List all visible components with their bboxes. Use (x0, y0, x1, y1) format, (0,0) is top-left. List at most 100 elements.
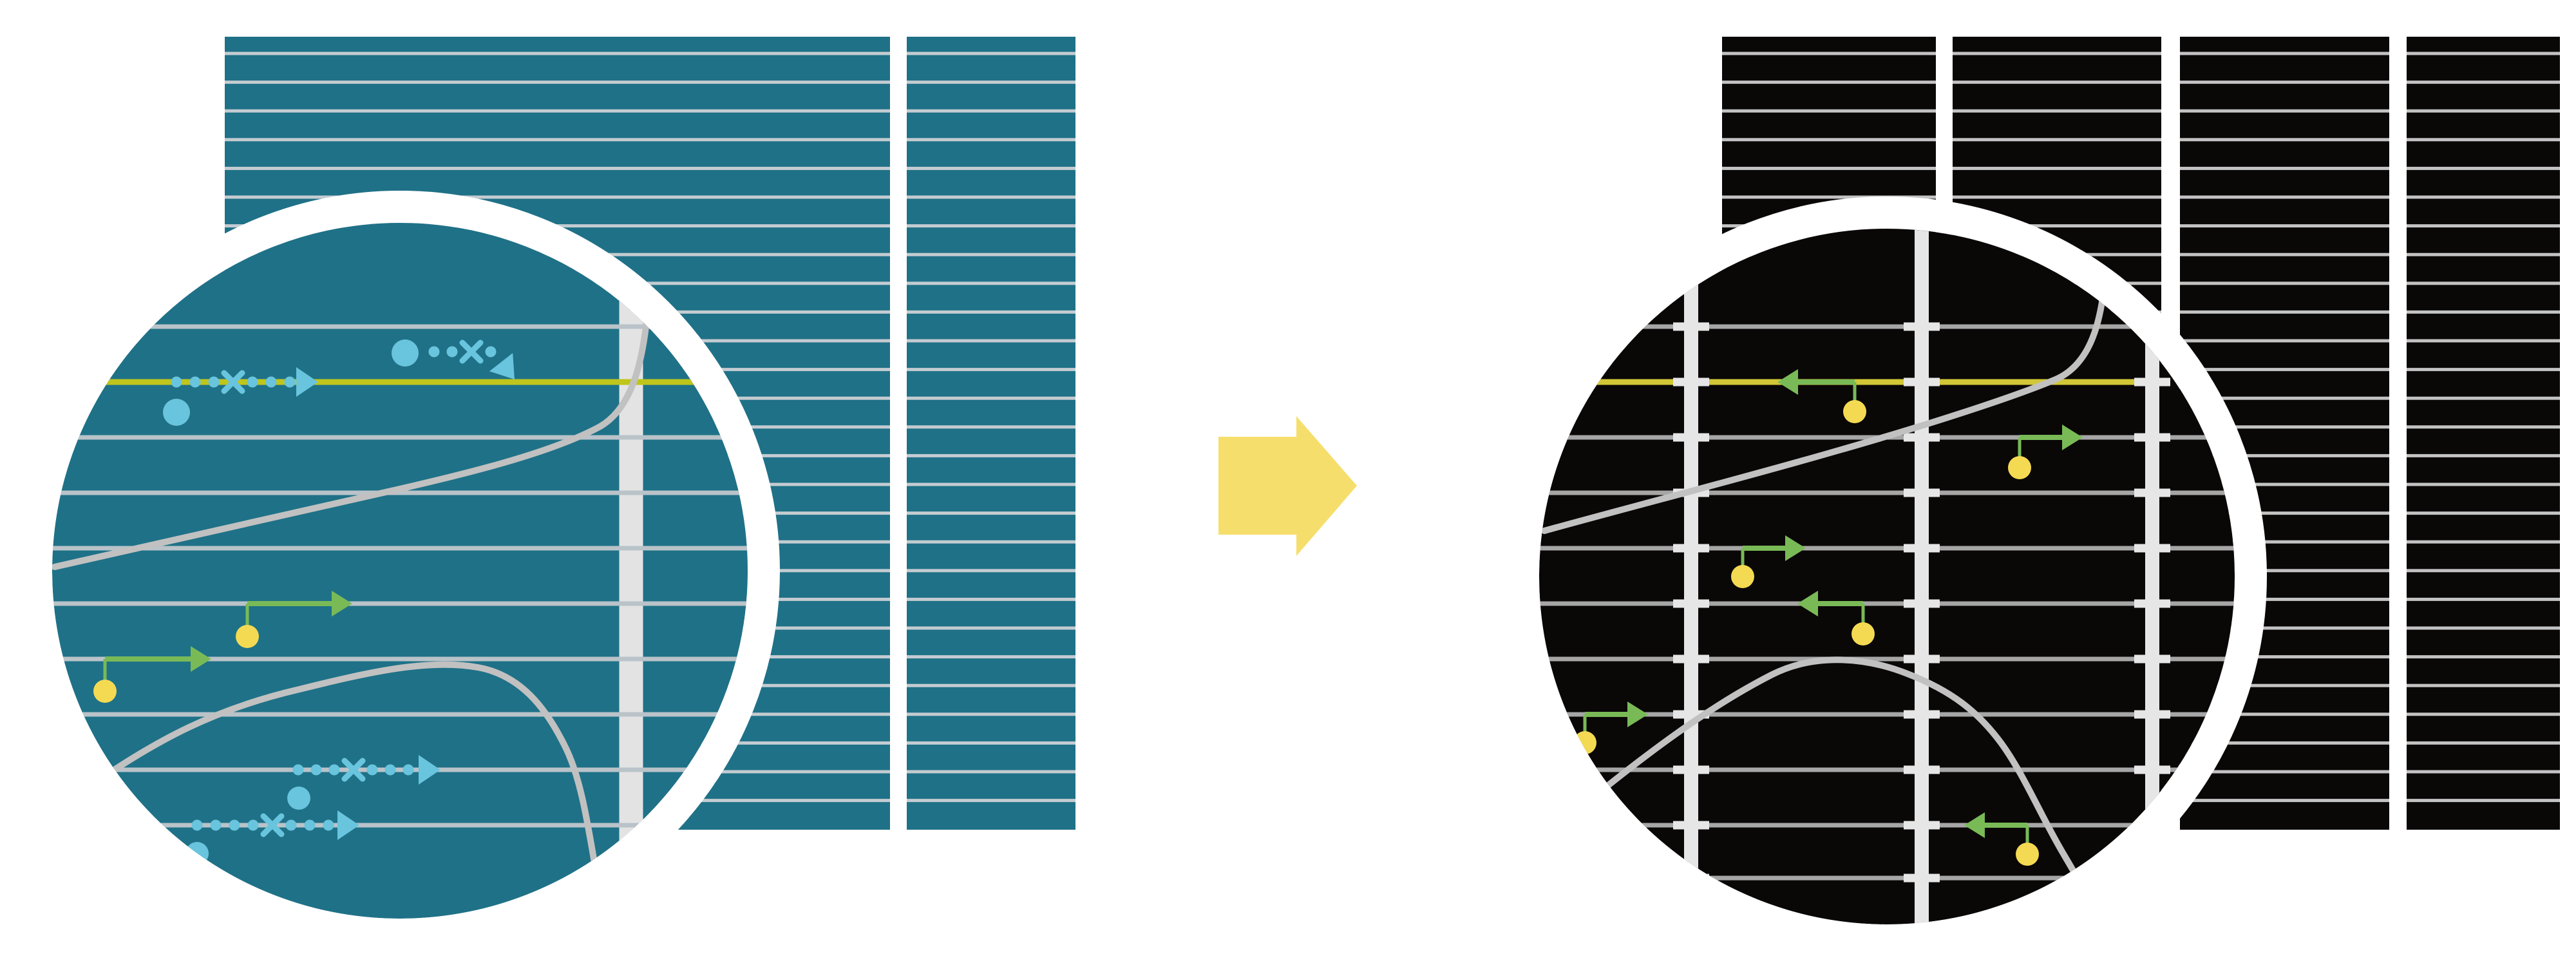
path-dot (292, 764, 304, 776)
path-bar (2020, 435, 2062, 440)
cell-column (907, 37, 1075, 830)
finger-line (907, 109, 1075, 113)
arrowhead-icon (1777, 369, 1798, 395)
cell-column (2407, 37, 2560, 830)
crack-line (1572, 656, 2091, 902)
short-path-arrow (93, 646, 211, 703)
loss-x-icon (260, 813, 285, 837)
right-magnifier (1507, 196, 2267, 957)
solder-pad (2134, 874, 2170, 883)
path-dot (485, 346, 497, 358)
finger-line (225, 138, 890, 142)
path-dot (285, 819, 297, 831)
finger-line (2180, 166, 2389, 170)
finger-line (2407, 81, 2560, 84)
arrowhead-icon (332, 591, 352, 616)
finger-line (225, 166, 890, 170)
electron-dot (1731, 565, 1754, 588)
finger-line (1539, 490, 2235, 495)
wafer-background (1539, 229, 2235, 924)
finger-line (52, 823, 748, 828)
finger-line (1539, 601, 2235, 606)
electron-dot (236, 625, 259, 648)
finger-line (2180, 282, 2389, 285)
finger-line (2180, 770, 2389, 774)
arrowhead-icon (489, 353, 515, 379)
finger-line (52, 324, 748, 329)
finger-line (2180, 368, 2389, 372)
electron-dot (1852, 622, 1875, 645)
arrowhead-icon (1627, 702, 1648, 727)
short-path-arrow (1964, 812, 2039, 866)
electron-dot (163, 399, 190, 426)
path-dot (265, 376, 277, 388)
path-bar (1985, 823, 2027, 828)
finger-line (2407, 138, 2560, 142)
finger-line (52, 435, 748, 440)
finger-line (2180, 425, 2389, 429)
finger-line (2180, 138, 2389, 142)
finger-line (1539, 546, 2235, 551)
finger-line (1539, 324, 2235, 329)
finger-line (2407, 52, 2560, 55)
finger-line (1539, 767, 2235, 772)
path-dot (428, 346, 440, 358)
finger-line (2180, 109, 2389, 113)
path-dot (446, 346, 458, 358)
short-path-arrow (1777, 369, 1866, 423)
finger-line (907, 597, 1075, 601)
finger-line (52, 601, 748, 606)
finger-line (2180, 597, 2389, 601)
long-path-arrow (185, 810, 359, 865)
finger-line (907, 540, 1075, 544)
finger-line (1953, 138, 2161, 142)
finger-line (1722, 166, 1936, 170)
path-dot (323, 819, 334, 831)
finger-line (2407, 396, 2560, 400)
finger-line (2407, 195, 2560, 199)
finger-line (2407, 339, 2560, 343)
finger-line (2407, 511, 2560, 515)
finger-line (2407, 712, 2560, 716)
busbar (2145, 229, 2159, 924)
path-dot (304, 819, 316, 831)
finger-line (907, 282, 1075, 285)
finger-line (2180, 224, 2389, 228)
finger-line (2407, 282, 2560, 285)
finger-line (1722, 195, 1936, 199)
arrowhead-icon (2062, 425, 2083, 450)
finger-line (1953, 81, 2161, 84)
path-dot (171, 376, 182, 388)
finger-line (52, 712, 748, 717)
electron-dot (93, 680, 117, 703)
path-stem (1861, 604, 1865, 626)
finger-line (1539, 875, 2235, 881)
finger-line (1722, 81, 1936, 84)
path-dot (208, 376, 220, 388)
path-stem (1741, 548, 1745, 569)
path-dot (191, 819, 203, 831)
path-dot (229, 819, 240, 831)
short-path-arrow (2008, 425, 2083, 479)
busbar (1684, 229, 1698, 924)
finger-line (907, 396, 1075, 400)
path-bar (1585, 712, 1627, 717)
path-stem (103, 659, 107, 683)
path-dot (189, 376, 201, 388)
arrowhead-icon (296, 367, 318, 397)
finger-line (2180, 626, 2389, 630)
magnified-view (1539, 229, 2235, 924)
finger-line (225, 81, 890, 84)
finger-line (2180, 799, 2389, 803)
transition-arrow (1218, 416, 1357, 556)
finger-line (907, 195, 1075, 199)
path-dot (284, 376, 296, 388)
finger-line (1539, 712, 2235, 717)
finger-line (907, 741, 1075, 745)
electron-dot (1843, 400, 1866, 423)
finger-line (2180, 741, 2389, 745)
finger-line (907, 683, 1075, 687)
finger-line (2407, 597, 2560, 601)
finger-line (2407, 310, 2560, 314)
busbar (1915, 229, 1929, 924)
